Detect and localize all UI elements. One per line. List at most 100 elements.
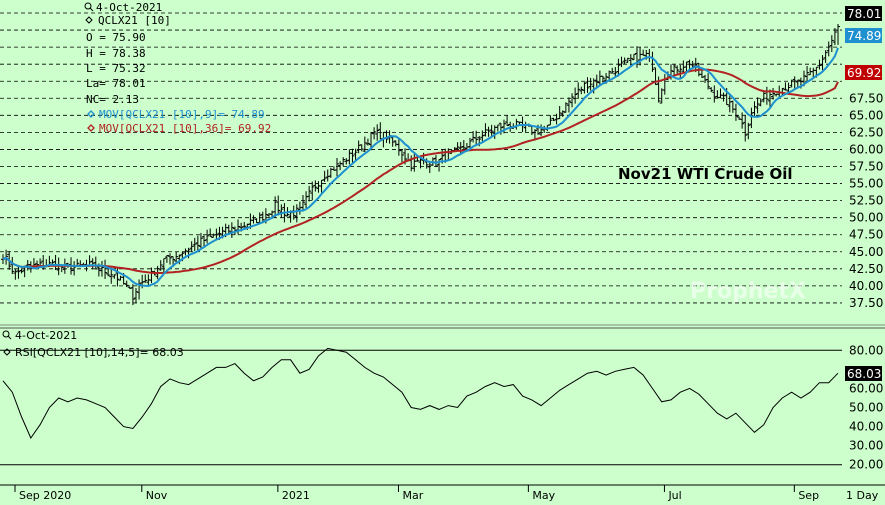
price-bar bbox=[127, 286, 132, 289]
time-tick-label: Jul bbox=[667, 489, 681, 502]
ma-slow-tag: 69.92 bbox=[845, 65, 882, 80]
price-tick-label: 45.00 bbox=[849, 245, 883, 259]
rsi-tick-label: 50.00 bbox=[849, 401, 883, 415]
price-bar bbox=[362, 136, 367, 152]
price-bar bbox=[198, 232, 203, 249]
price-bar bbox=[161, 258, 166, 274]
magnifier-icon bbox=[2, 330, 12, 340]
price-tick-label: 52.50 bbox=[849, 194, 883, 208]
price-bar bbox=[164, 254, 169, 263]
ma-fast-tag: 74.89 bbox=[845, 28, 882, 43]
price-symbol: QCLX21 [10] bbox=[98, 14, 171, 27]
price-bar bbox=[582, 82, 587, 94]
magnifier-icon bbox=[84, 2, 94, 12]
price-bar bbox=[805, 65, 810, 83]
price-bar bbox=[771, 87, 776, 100]
price-bar bbox=[112, 274, 117, 279]
price-open: O = 75.90 bbox=[86, 31, 146, 44]
price-bar bbox=[588, 77, 593, 91]
watermark: ProphetX bbox=[690, 279, 806, 304]
price-bar bbox=[310, 181, 315, 201]
price-bar bbox=[755, 97, 760, 114]
rsi-line bbox=[2, 347, 839, 440]
price-tick-label: 62.50 bbox=[849, 125, 883, 139]
diamond-icon bbox=[87, 110, 95, 118]
price-bar bbox=[106, 268, 111, 277]
price-bar bbox=[202, 235, 207, 247]
price-panel[interactable]: ProphetX 37.50 40.00 42.50 45.00 47.50 50.00 5… bbox=[0, 1, 883, 310]
price-bar bbox=[90, 258, 95, 270]
price-bar bbox=[489, 124, 494, 136]
price-bar bbox=[396, 138, 401, 156]
last-price-tag-text: 78.01 bbox=[847, 7, 881, 21]
price-bar bbox=[384, 130, 389, 143]
rsi-tick-label: 40.00 bbox=[849, 420, 883, 434]
price-bar bbox=[335, 157, 339, 177]
price-bar bbox=[823, 50, 828, 63]
price-bar bbox=[143, 274, 148, 283]
price-bar bbox=[99, 260, 104, 277]
time-tick-label: Nov bbox=[146, 489, 168, 502]
price-bar bbox=[53, 254, 58, 271]
rsi-tick-label: 80.00 bbox=[849, 343, 883, 357]
price-bar bbox=[625, 57, 630, 63]
time-axis[interactable]: Sep 2020 Nov 2021 Mar May Jul Sep 1 Day bbox=[0, 484, 885, 505]
price-bar bbox=[300, 195, 305, 210]
rsi-panel[interactable]: 20.00 30.00 40.00 50.00 60.00 80.00 68.03 4-O… bbox=[0, 329, 883, 472]
price-bar bbox=[251, 215, 256, 224]
price-bar bbox=[836, 24, 840, 45]
price-bar bbox=[279, 204, 284, 218]
price-legend: 4-Oct-2021 QCLX21 [10] O = 75.90 H = 78.… bbox=[84, 1, 271, 135]
price-bar bbox=[829, 35, 834, 52]
price-bar bbox=[356, 140, 361, 154]
price-bar bbox=[761, 91, 766, 103]
rsi-last-tag-text: 68.03 bbox=[847, 367, 881, 381]
price-bar bbox=[743, 115, 748, 142]
price-bar bbox=[576, 82, 581, 99]
price-bar bbox=[570, 93, 575, 108]
rsi-date: 4-Oct-2021 bbox=[15, 329, 77, 342]
price-bar bbox=[93, 256, 98, 270]
price-bar bbox=[832, 27, 837, 46]
ma-slow-tag-text: 69.92 bbox=[847, 66, 881, 80]
price-bar bbox=[573, 87, 578, 104]
price-bar bbox=[322, 170, 327, 183]
price-bar bbox=[124, 280, 129, 288]
chart-annotation: Nov21 WTI Crude Oil bbox=[618, 165, 793, 183]
price-bar bbox=[461, 140, 466, 150]
price-tick-label: 37.50 bbox=[849, 296, 883, 310]
price-bar bbox=[548, 115, 553, 126]
price-bar bbox=[13, 269, 18, 280]
price-bar bbox=[709, 87, 714, 93]
price-bar bbox=[16, 265, 21, 279]
time-tick-label: Sep bbox=[798, 489, 819, 502]
price-bar bbox=[641, 49, 646, 56]
price-bar bbox=[746, 122, 751, 140]
ma-fast-line bbox=[2, 47, 839, 288]
interval-label[interactable]: 1 Day bbox=[846, 489, 879, 502]
rsi-last-tag: 68.03 bbox=[845, 366, 882, 381]
price-bar bbox=[532, 129, 537, 140]
price-date: 4-Oct-2021 bbox=[96, 1, 162, 14]
time-tick-label: Sep 2020 bbox=[19, 489, 71, 502]
price-bar bbox=[19, 268, 24, 274]
price-bar bbox=[740, 112, 745, 129]
price-tick-label: 57.50 bbox=[849, 160, 883, 174]
price-tick-label: 42.50 bbox=[849, 262, 883, 276]
price-bar bbox=[758, 98, 763, 107]
price-bar bbox=[365, 138, 370, 146]
time-tick-label: 2021 bbox=[282, 489, 310, 502]
diamond-icon bbox=[87, 124, 95, 132]
price-bar bbox=[486, 126, 491, 137]
price-bar bbox=[631, 53, 636, 61]
price-bar bbox=[505, 115, 510, 127]
price-bar bbox=[786, 82, 791, 94]
price-bar bbox=[130, 284, 135, 306]
price-bar bbox=[619, 56, 624, 68]
rsi-label: RSI[QCLX21 [10],14,5]= 68.03 bbox=[15, 346, 184, 359]
price-bar bbox=[672, 64, 677, 77]
price-tick-label: 40.00 bbox=[849, 279, 883, 293]
price-bar bbox=[563, 102, 568, 113]
